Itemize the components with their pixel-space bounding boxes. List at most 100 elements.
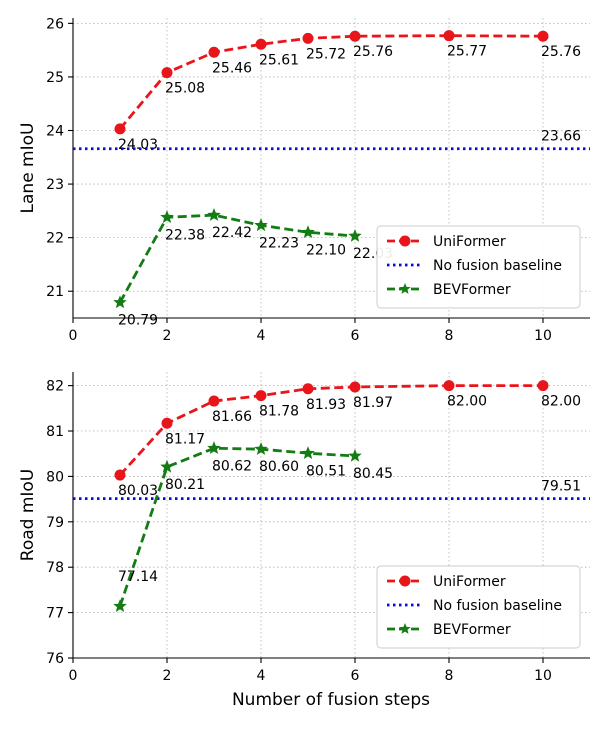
y-tick-label: 23 [46, 177, 64, 193]
legend-box [376, 565, 581, 649]
bevformer-marker [160, 459, 174, 473]
y-tick-label: 77 [46, 606, 64, 622]
y-tick-label: 25 [46, 70, 64, 86]
legend: UniFormer No fusion baseline BEVFormer [376, 225, 581, 309]
uniformer-marker [537, 380, 549, 392]
bevformer-line [118, 446, 356, 607]
uniformer-marker [114, 469, 126, 481]
y-axis-label: Lane mIoU [18, 123, 38, 214]
legend-label: UniFormer [433, 234, 506, 250]
legend: UniFormer No fusion baseline BEVFormer [376, 565, 581, 649]
uniformer-marker [208, 46, 220, 58]
y-tick-label: 81 [46, 424, 64, 440]
uniformer-data-label: 81.66 [212, 409, 252, 425]
x-tick-label: 2 [163, 668, 172, 684]
bevformer-marker [113, 295, 127, 309]
y-tick-label: 79 [46, 515, 64, 531]
bevformer-marker [207, 441, 221, 455]
bevformer-data-label: 80.51 [306, 463, 346, 479]
uniformer-data-label: 81.97 [353, 395, 393, 411]
y-tick-label: 76 [46, 651, 64, 667]
y-tick-label: 21 [46, 284, 64, 300]
y-tick-label: 24 [46, 124, 64, 140]
bevformer-data-label: 22.23 [259, 235, 299, 251]
bevformer-marker [301, 446, 315, 459]
x-tick-label: 4 [257, 668, 266, 684]
uniformer-marker [161, 67, 173, 79]
bevformer-marker [207, 208, 221, 221]
bevformer-data-label: 77.14 [118, 569, 158, 585]
legend-label: BEVFormer [433, 282, 511, 298]
uniformer-marker [537, 30, 549, 42]
x-tick-label: 4 [257, 328, 266, 344]
uniformer-data-label: 25.72 [306, 46, 346, 62]
uniformer-marker [302, 32, 314, 44]
legend-label: No fusion baseline [433, 598, 562, 614]
uniformer-marker [443, 380, 455, 392]
bevformer-data-label: 20.79 [118, 312, 158, 328]
uniformer-marker [349, 30, 361, 42]
uniformer-marker [443, 30, 455, 42]
legend-marker [399, 623, 411, 634]
y-tick-label: 82 [46, 379, 64, 395]
uniformer-data-label: 25.46 [212, 60, 252, 76]
uniformer-data-label: 25.76 [541, 44, 581, 60]
legend-label: No fusion baseline [433, 258, 562, 274]
uniformer-marker [161, 417, 173, 429]
bevformer-marker [348, 228, 362, 242]
y-axis-label: Road mIoU [18, 469, 38, 561]
uniformer-marker [302, 383, 314, 395]
y-tick-label: 26 [46, 16, 64, 32]
x-tick-label: 2 [163, 328, 172, 344]
bevformer-data-label: 80.62 [212, 458, 252, 474]
uniformer-data-label: 24.03 [118, 137, 158, 153]
bevformer-data-label: 80.21 [165, 477, 205, 493]
y-tick-label: 80 [46, 469, 64, 485]
bevformer-marker [348, 448, 362, 462]
bevformer-data-label: 22.38 [165, 227, 205, 243]
bevformer-data-label: 80.60 [259, 459, 299, 475]
legend-box [376, 225, 581, 309]
bevformer-marker [254, 442, 268, 455]
uniformer-data-label: 25.61 [259, 52, 299, 68]
legend-marker [399, 235, 411, 247]
y-tick-label: 22 [46, 231, 64, 247]
bevformer-data-label: 80.45 [353, 466, 393, 482]
uniformer-marker [208, 395, 220, 407]
legend-label: UniFormer [433, 574, 506, 590]
uniformer-marker [349, 381, 361, 393]
x-tick-label: 8 [445, 668, 454, 684]
bevformer-data-label: 22.10 [306, 242, 346, 258]
x-tick-label: 6 [351, 328, 360, 344]
uniformer-data-label: 25.08 [165, 81, 205, 97]
bevformer-marker [301, 225, 315, 239]
uniformer-data-label: 81.78 [259, 404, 299, 420]
no-fusion-baseline-data-label: 79.51 [541, 479, 581, 495]
uniformer-line [118, 34, 544, 130]
legend-label: BEVFormer [433, 622, 511, 638]
x-tick-label: 0 [69, 328, 78, 344]
uniformer-marker [114, 123, 126, 135]
x-tick-label: 6 [351, 668, 360, 684]
y-tick-label: 78 [46, 560, 64, 576]
uniformer-data-label: 81.93 [306, 397, 346, 413]
x-tick-label: 10 [534, 668, 552, 684]
bevformer-marker [254, 218, 268, 232]
bevformer-marker [160, 210, 174, 224]
uniformer-data-label: 25.76 [353, 44, 393, 60]
bevformer-data-label: 22.42 [212, 225, 252, 241]
legend-marker [399, 575, 411, 587]
road-miou-chart: 0 2 4 6 8 10 76 77 78 79 80 81 82 Road mIoU 80.03 81.17… [18, 372, 590, 684]
uniformer-data-label: 82.00 [447, 394, 487, 410]
uniformer-data-label: 80.03 [118, 483, 158, 499]
uniformer-data-label: 25.77 [447, 44, 487, 60]
uniformer-data-label: 81.17 [165, 431, 205, 447]
x-tick-label: 8 [445, 328, 454, 344]
x-axis-label: Number of fusion steps [232, 690, 430, 710]
legend-marker [399, 283, 411, 294]
no-fusion-baseline-data-label: 23.66 [541, 129, 581, 145]
x-tick-label: 0 [69, 668, 78, 684]
uniformer-marker [255, 390, 267, 402]
